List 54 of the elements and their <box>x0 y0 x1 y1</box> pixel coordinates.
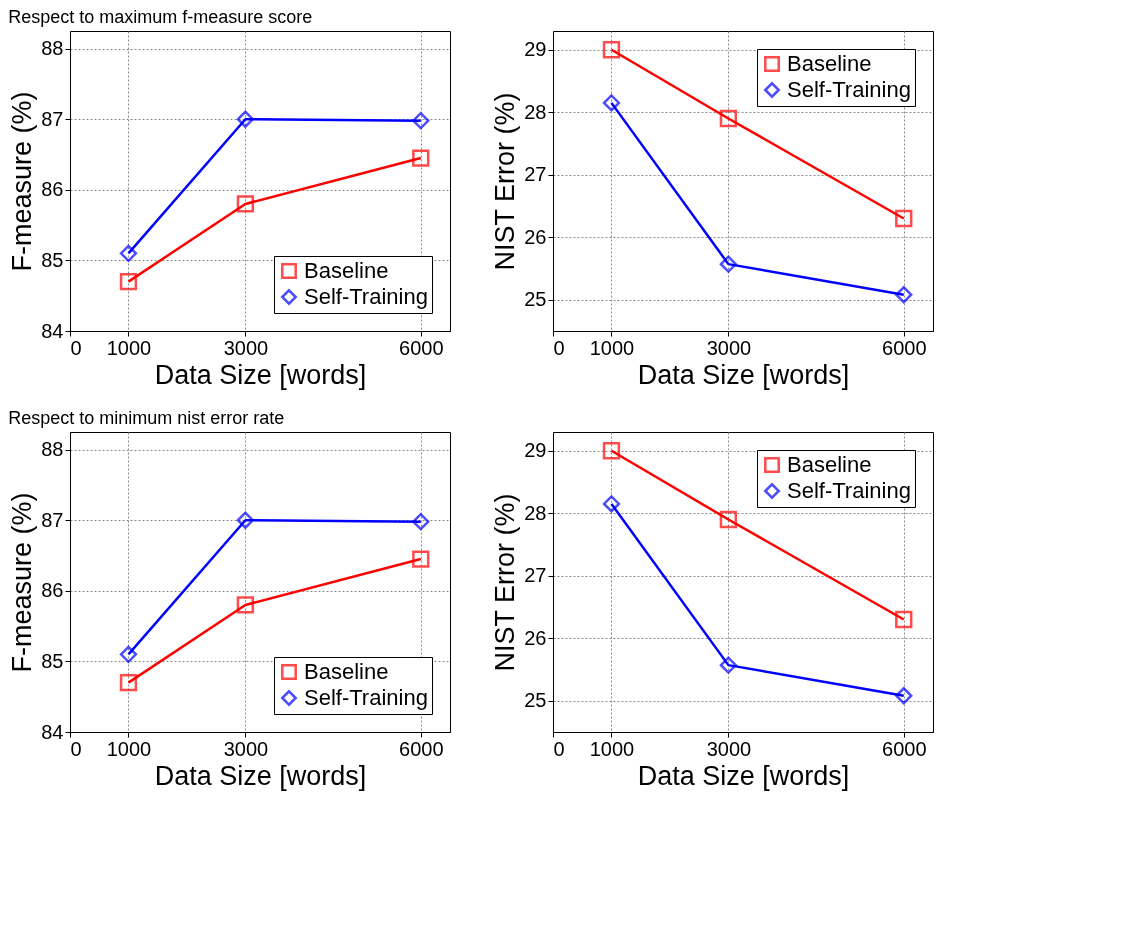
y-tick-label: 85 <box>41 649 64 672</box>
x-tick-label: 3000 <box>223 336 269 359</box>
x-tick-label: 6000 <box>399 336 444 359</box>
y-tick-label: 28 <box>524 100 547 123</box>
legend-label: Baseline <box>787 51 872 76</box>
y-axis-title: F-measure (%) <box>7 91 38 272</box>
x-tick-label: 0 <box>553 336 565 359</box>
legend-label: Self-Training <box>304 685 428 710</box>
x-tick-label: 6000 <box>399 737 444 760</box>
legend-label: Self-Training <box>787 77 911 102</box>
y-axis-title: NIST Error (%) <box>490 493 521 672</box>
x-tick-label: 1000 <box>106 737 152 760</box>
y-tick-label: 27 <box>524 163 547 186</box>
y-tick-label: 87 <box>41 508 64 531</box>
y-tick-label: 84 <box>41 319 64 342</box>
x-axis-title: Data Size [words] <box>154 760 367 791</box>
x-axis-title: Data Size [words] <box>637 359 850 390</box>
y-tick-label: 86 <box>41 579 64 602</box>
x-axis-title: Data Size [words] <box>637 760 850 791</box>
y-tick-label: 29 <box>524 439 547 462</box>
y-tick-label: 85 <box>41 248 64 271</box>
y-tick-label: 84 <box>41 720 64 743</box>
legend-label: Baseline <box>787 452 872 477</box>
chart-title: Respect to maximum f-measure score <box>8 6 313 27</box>
x-tick-label: 3000 <box>706 336 752 359</box>
x-tick-label: 6000 <box>882 336 927 359</box>
y-tick-label: 88 <box>41 37 64 60</box>
x-tick-label: 1000 <box>589 336 635 359</box>
y-axis-title: NIST Error (%) <box>490 92 521 271</box>
legend-label: Self-Training <box>304 284 428 309</box>
x-axis-title: Data Size [words] <box>154 359 367 390</box>
x-tick-label: 6000 <box>882 737 927 760</box>
y-tick-label: 87 <box>41 107 64 130</box>
y-axis-title: F-measure (%) <box>7 492 38 673</box>
y-tick-label: 27 <box>524 564 547 587</box>
x-tick-label: 1000 <box>106 336 152 359</box>
y-tick-label: 86 <box>41 178 64 201</box>
y-tick-label: 88 <box>41 438 64 461</box>
legend-label: Baseline <box>304 659 389 684</box>
x-tick-label: 0 <box>553 737 565 760</box>
x-tick-label: 0 <box>70 336 82 359</box>
x-tick-label: 3000 <box>706 737 752 760</box>
y-tick-label: 29 <box>524 38 547 61</box>
legend-label: Baseline <box>304 258 389 283</box>
legend-label: Self-Training <box>787 478 911 503</box>
y-tick-label: 26 <box>524 225 547 248</box>
chart-title: Respect to minimum nist error rate <box>8 407 285 428</box>
x-tick-label: 0 <box>70 737 82 760</box>
y-tick-label: 26 <box>524 626 547 649</box>
x-tick-label: 1000 <box>589 737 635 760</box>
y-tick-label: 28 <box>524 501 547 524</box>
y-tick-label: 25 <box>524 288 547 311</box>
y-tick-label: 25 <box>524 689 547 712</box>
x-tick-label: 3000 <box>223 737 269 760</box>
